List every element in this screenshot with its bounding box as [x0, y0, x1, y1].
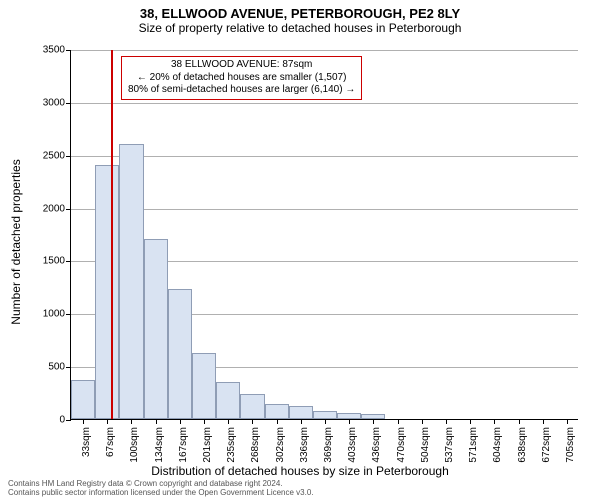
xtick-mark: [349, 419, 350, 424]
xtick-mark: [543, 419, 544, 424]
gridline: [71, 50, 578, 51]
xtick-mark: [422, 419, 423, 424]
xtick-mark: [567, 419, 568, 424]
xtick-label: 436sqm: [371, 427, 382, 463]
ytick-label: 0: [59, 415, 71, 426]
xtick-mark: [519, 419, 520, 424]
xtick-mark: [470, 419, 471, 424]
xtick-mark: [131, 419, 132, 424]
gridline: [71, 209, 578, 210]
y-axis-label: Number of detached properties: [9, 159, 23, 324]
xtick-mark: [373, 419, 374, 424]
footer-line-2: Contains public sector information licen…: [8, 488, 314, 498]
callout-line: 80% of semi-detached houses are larger (…: [128, 84, 355, 97]
ytick-label: 2500: [43, 150, 71, 161]
ytick-label: 1500: [43, 256, 71, 267]
xtick-mark: [277, 419, 278, 424]
chart-container: 38, ELLWOOD AVENUE, PETERBOROUGH, PE2 8L…: [0, 0, 600, 500]
histogram-bar: [313, 411, 337, 419]
plot-area: 050010001500200025003000350033sqm67sqm10…: [70, 50, 578, 420]
x-axis-label: Distribution of detached houses by size …: [0, 464, 600, 478]
xtick-label: 100sqm: [129, 427, 140, 463]
histogram-bar: [95, 165, 119, 419]
ytick-label: 3000: [43, 97, 71, 108]
xtick-label: 537sqm: [444, 427, 455, 463]
xtick-mark: [252, 419, 253, 424]
gridline: [71, 156, 578, 157]
callout-box: 38 ELLWOOD AVENUE: 87sqm← 20% of detache…: [121, 56, 362, 100]
xtick-label: 403sqm: [347, 427, 358, 463]
histogram-bar: [265, 404, 289, 419]
callout-line: ← 20% of detached houses are smaller (1,…: [128, 72, 355, 85]
xtick-label: 470sqm: [396, 427, 407, 463]
xtick-label: 302sqm: [275, 427, 286, 463]
xtick-mark: [204, 419, 205, 424]
xtick-mark: [156, 419, 157, 424]
xtick-mark: [83, 419, 84, 424]
xtick-mark: [325, 419, 326, 424]
histogram-bar: [168, 289, 192, 419]
xtick-mark: [228, 419, 229, 424]
xtick-label: 369sqm: [323, 427, 334, 463]
xtick-label: 33sqm: [81, 427, 92, 457]
xtick-label: 67sqm: [105, 427, 116, 457]
xtick-mark: [107, 419, 108, 424]
histogram-bar: [216, 382, 240, 419]
histogram-bar: [71, 380, 95, 419]
ytick-label: 2000: [43, 203, 71, 214]
xtick-label: 571sqm: [468, 427, 479, 463]
histogram-bar: [192, 353, 216, 419]
xtick-mark: [494, 419, 495, 424]
reference-line: [111, 50, 113, 419]
callout-line: 38 ELLWOOD AVENUE: 87sqm: [128, 59, 355, 72]
gridline: [71, 103, 578, 104]
xtick-label: 672sqm: [541, 427, 552, 463]
xtick-mark: [301, 419, 302, 424]
xtick-mark: [180, 419, 181, 424]
xtick-label: 504sqm: [420, 427, 431, 463]
xtick-label: 235sqm: [226, 427, 237, 463]
ytick-label: 1000: [43, 309, 71, 320]
xtick-label: 167sqm: [178, 427, 189, 463]
xtick-mark: [446, 419, 447, 424]
xtick-label: 638sqm: [517, 427, 528, 463]
xtick-mark: [398, 419, 399, 424]
xtick-label: 134sqm: [154, 427, 165, 463]
footer-line-1: Contains HM Land Registry data © Crown c…: [8, 479, 314, 489]
chart-title: 38, ELLWOOD AVENUE, PETERBOROUGH, PE2 8L…: [0, 0, 600, 21]
xtick-label: 336sqm: [299, 427, 310, 463]
ytick-label: 3500: [43, 45, 71, 56]
xtick-label: 705sqm: [565, 427, 576, 463]
histogram-bar: [289, 406, 313, 419]
xtick-label: 604sqm: [492, 427, 503, 463]
footer-attribution: Contains HM Land Registry data © Crown c…: [8, 479, 314, 498]
histogram-bar: [144, 239, 168, 419]
histogram-bar: [119, 144, 143, 419]
ytick-label: 500: [48, 362, 71, 373]
xtick-label: 201sqm: [202, 427, 213, 463]
histogram-bar: [240, 394, 264, 419]
chart-subtitle: Size of property relative to detached ho…: [0, 21, 600, 39]
xtick-label: 268sqm: [250, 427, 261, 463]
